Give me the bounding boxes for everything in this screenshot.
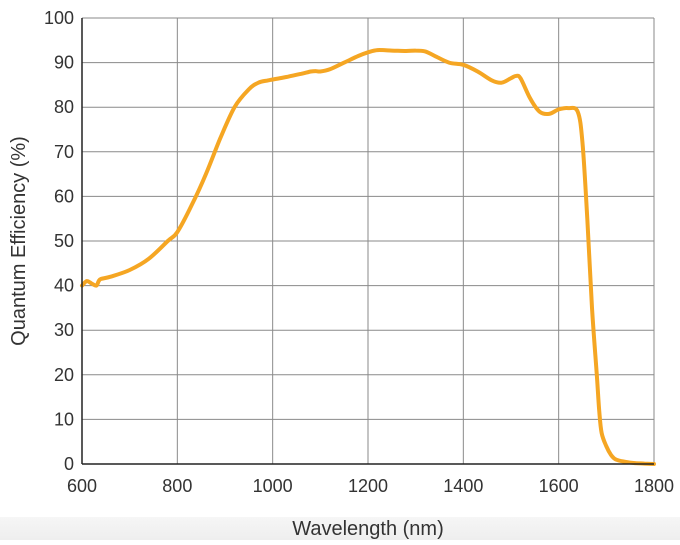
y-tick-label: 40 bbox=[54, 276, 74, 296]
x-tick-label: 1600 bbox=[539, 476, 579, 496]
y-tick-label: 0 bbox=[64, 454, 74, 474]
qe-curve-line bbox=[80, 48, 656, 466]
x-tick-label: 1200 bbox=[348, 476, 388, 496]
y-tick-label: 30 bbox=[54, 320, 74, 340]
y-tick-label: 50 bbox=[54, 231, 74, 251]
x-tick-label: 1400 bbox=[443, 476, 483, 496]
y-tick-labels: 0 10 20 30 40 50 60 70 80 90 100 bbox=[44, 8, 74, 474]
y-tick-label: 20 bbox=[54, 365, 74, 385]
x-axis-label: Wavelength (nm) bbox=[292, 518, 444, 540]
y-tick-label: 10 bbox=[54, 409, 74, 429]
y-tick-label: 100 bbox=[44, 8, 74, 28]
x-tick-label: 1800 bbox=[634, 476, 674, 496]
x-tick-label: 800 bbox=[162, 476, 192, 496]
x-tick-label: 1000 bbox=[253, 476, 293, 496]
plot-frame bbox=[81, 18, 654, 465]
y-tick-label: 90 bbox=[54, 53, 74, 73]
y-tick-label: 60 bbox=[54, 186, 74, 206]
y-tick-label: 70 bbox=[54, 142, 74, 162]
y-tick-label: 80 bbox=[54, 97, 74, 117]
x-tick-label: 600 bbox=[67, 476, 97, 496]
x-tick-labels: 600 800 1000 1200 1400 1600 1800 bbox=[67, 476, 674, 496]
footer-band bbox=[0, 517, 680, 540]
y-axis-label: Quantum Efficiency (%) bbox=[8, 136, 30, 346]
